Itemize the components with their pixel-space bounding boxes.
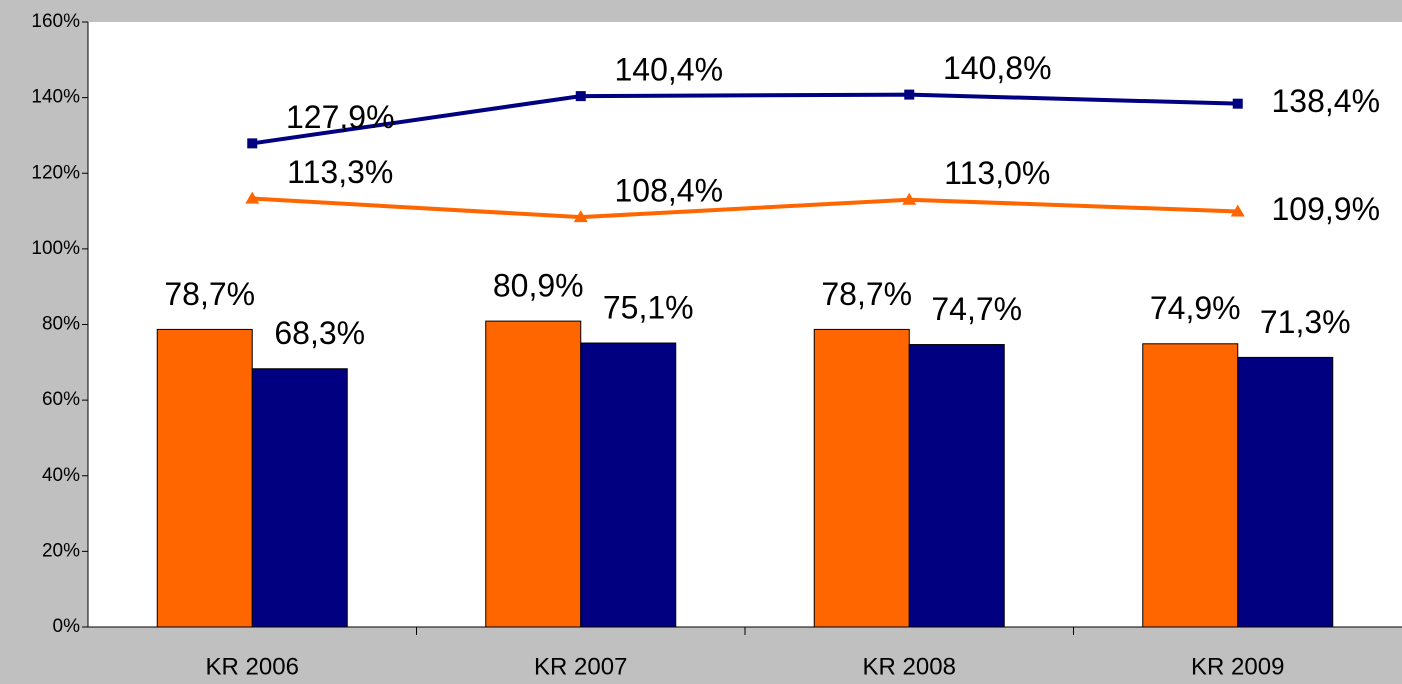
data-label: 113,0% — [944, 155, 1050, 191]
y-tick-label: 100% — [31, 238, 80, 259]
y-tick-label: 0% — [53, 616, 81, 637]
x-tick-label: KR 2006 — [206, 653, 299, 680]
bar — [1237, 356, 1334, 628]
bar — [1142, 343, 1239, 628]
bar — [908, 344, 1005, 628]
data-label: 127,9% — [286, 99, 395, 135]
data-label: 75,1% — [603, 289, 694, 325]
data-label: 68,3% — [274, 315, 365, 351]
data-label: 74,9% — [1150, 290, 1241, 326]
data-label: 78,7% — [821, 276, 912, 312]
x-tick-label: KR 2009 — [1191, 653, 1284, 680]
marker — [904, 89, 915, 100]
data-label: 78,7% — [164, 276, 255, 312]
data-label: 113,3% — [287, 154, 393, 190]
y-tick-label: 60% — [42, 389, 80, 410]
y-tick-label: 160% — [31, 11, 80, 32]
marker — [247, 138, 258, 149]
bar — [485, 320, 582, 628]
y-tick-label: 120% — [31, 162, 80, 183]
data-label: 74,7% — [931, 291, 1022, 327]
x-tick-label: KR 2007 — [534, 653, 627, 680]
marker — [1230, 204, 1245, 217]
data-label: 140,4% — [614, 52, 723, 88]
bar — [813, 328, 910, 628]
y-tick-label: 20% — [42, 540, 80, 561]
y-tick-label: 140% — [31, 87, 80, 108]
data-label: 138,4% — [1271, 83, 1380, 119]
marker — [573, 210, 588, 223]
data-label: 71,3% — [1260, 304, 1351, 340]
y-tick-label: 40% — [42, 465, 80, 486]
bar — [580, 342, 677, 628]
line — [251, 92, 1238, 146]
data-label: 140,8% — [943, 50, 1052, 86]
bar — [251, 368, 348, 628]
bar — [156, 328, 253, 628]
data-label: 108,4% — [614, 173, 723, 209]
marker — [245, 191, 260, 204]
data-label: 109,9% — [1271, 191, 1380, 227]
data-label: 80,9% — [493, 268, 584, 304]
marker — [575, 91, 586, 102]
x-tick-label: KR 2008 — [863, 653, 956, 680]
line — [252, 196, 1238, 220]
marker — [902, 192, 917, 205]
y-tick-label: 80% — [42, 314, 80, 335]
marker — [1232, 98, 1243, 109]
